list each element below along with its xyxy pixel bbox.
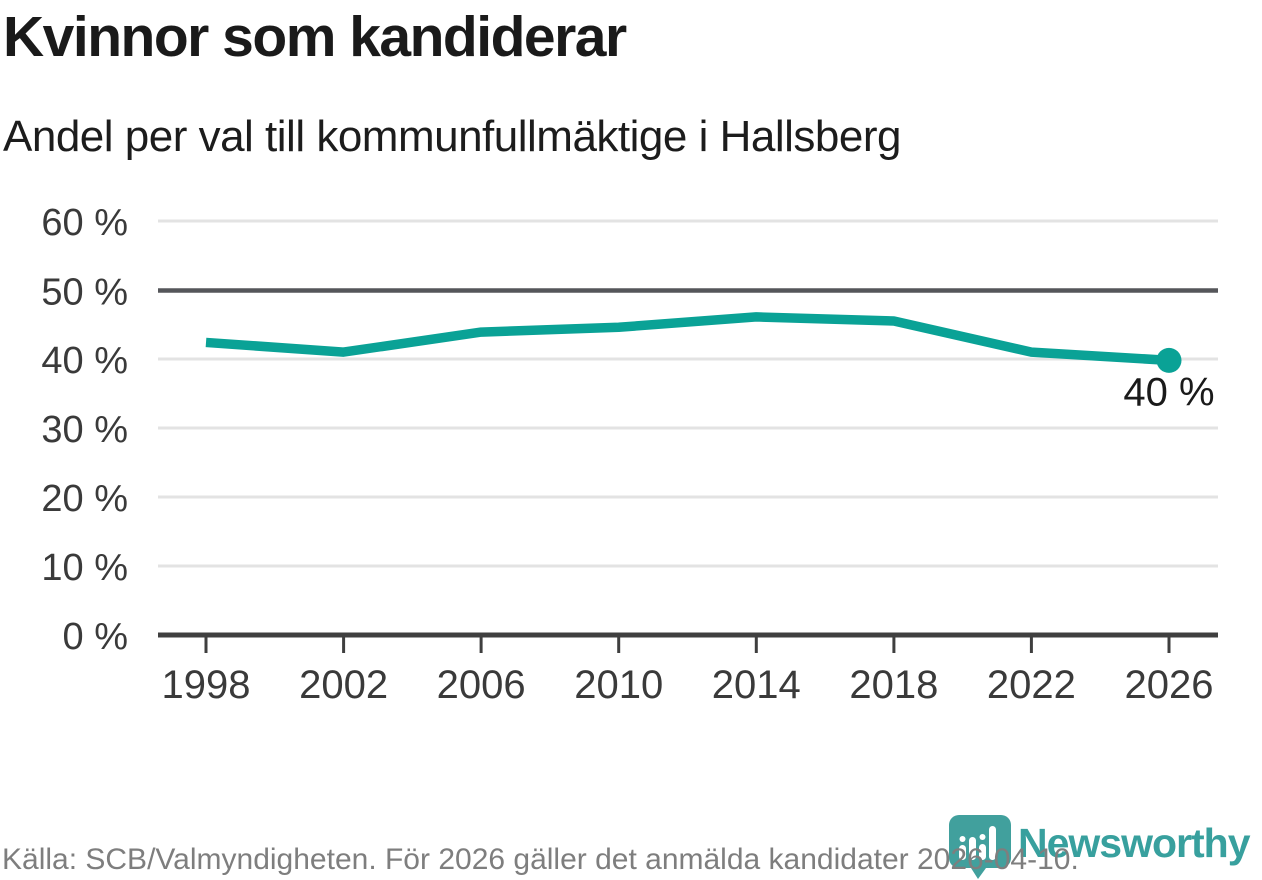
source-note: Källa: SCB/Valmyndigheten. För 2026 gäll…: [2, 843, 1079, 876]
y-tick-label: 50 %: [41, 272, 128, 314]
y-axis-labels: 60 % 50 % 40 % 30 % 20 % 10 % 0 %: [41, 202, 128, 658]
x-axis-labels: 1998 2002 2006 2010 2014 2018 2022 2026: [162, 663, 1214, 707]
x-tick-label: 2022: [987, 663, 1076, 707]
x-tick-label: 2002: [299, 663, 388, 707]
chart-title: Kvinnor som kandiderar: [3, 5, 627, 69]
x-tick-label: 1998: [162, 663, 251, 707]
newsworthy-pin-with-bars-icon: [949, 815, 1011, 879]
x-tick-label: 2010: [574, 663, 663, 707]
end-point-label: 40 %: [1123, 370, 1214, 414]
end-point-marker: [1156, 347, 1182, 373]
data-line: [205, 312, 1170, 366]
y-tick-label: 60 %: [41, 202, 128, 244]
y-tick-label: 30 %: [41, 409, 128, 451]
x-tick-label: 2018: [849, 663, 938, 707]
y-tick-label: 0 %: [63, 616, 128, 658]
x-tick-label: 2006: [437, 663, 526, 707]
y-tick-label: 10 %: [41, 547, 128, 589]
y-tick-label: 20 %: [41, 478, 128, 520]
newsworthy-logo: Newsworthy: [948, 814, 1250, 880]
newsworthy-wordmark: Newsworthy: [1018, 820, 1250, 866]
chart-subtitle: Andel per val till kommunfullmäktige i H…: [3, 112, 901, 161]
x-tick-label: 2014: [712, 663, 801, 707]
x-tick-label: 2026: [1125, 663, 1214, 707]
x-axis: [158, 632, 1218, 653]
y-tick-label: 40 %: [41, 340, 128, 382]
gridlines: [158, 219, 1218, 568]
